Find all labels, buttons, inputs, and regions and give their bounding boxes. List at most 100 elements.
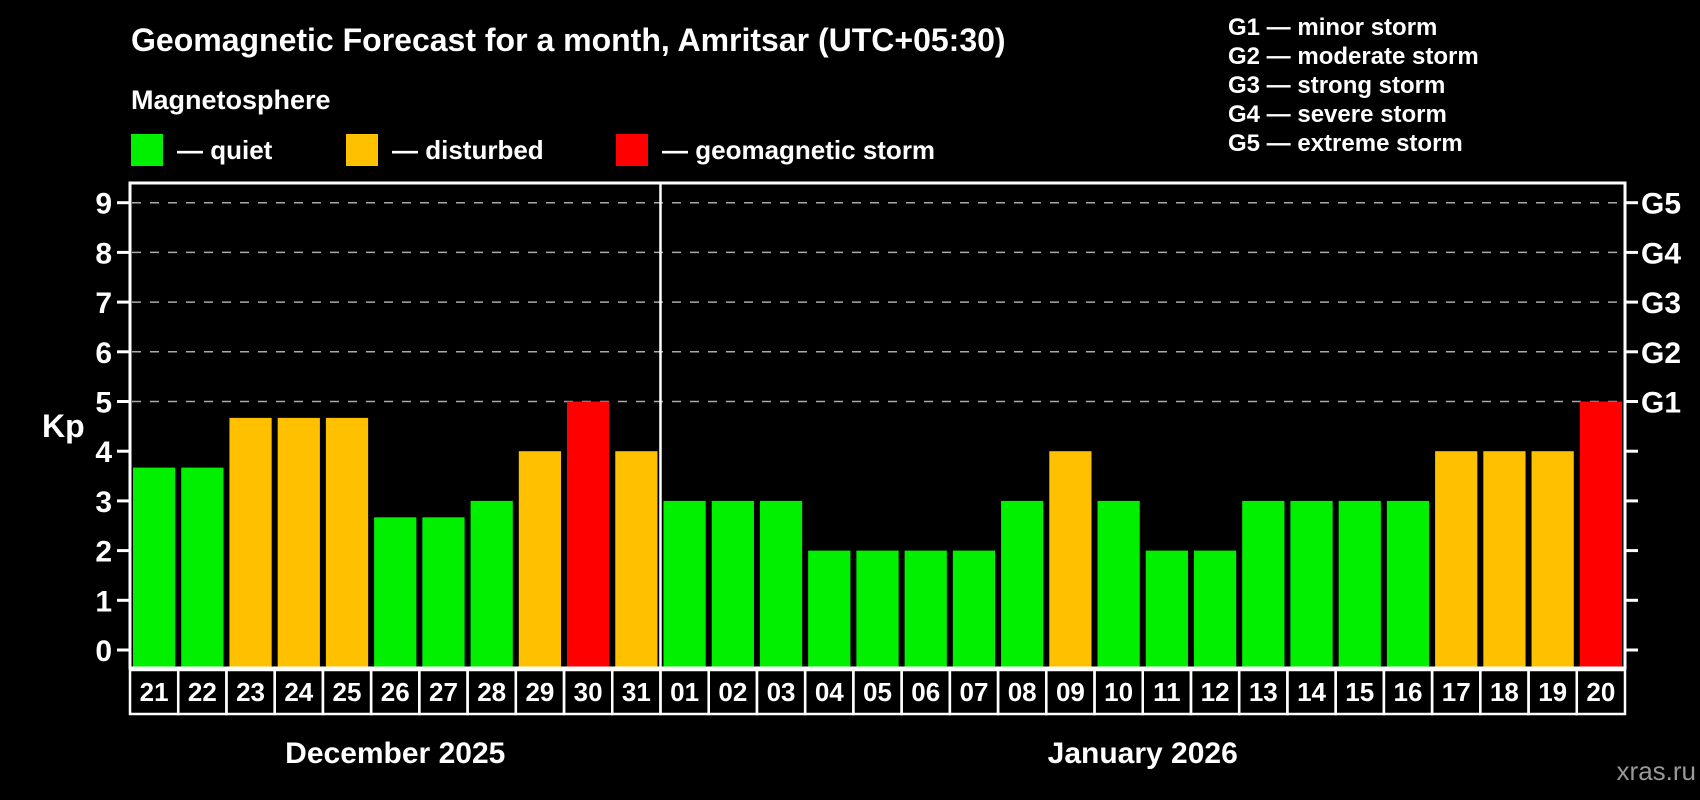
day-label-06: 06 <box>911 677 940 707</box>
legend-item-quiet: — quiet <box>131 134 272 166</box>
kp-bar-24 <box>277 417 320 668</box>
kp-bar-11 <box>1145 550 1188 668</box>
y-tick-label-5: 5 <box>95 387 112 420</box>
g-legend-item-g2: G2 — moderate storm <box>1228 43 1479 70</box>
day-label-08: 08 <box>1008 677 1037 707</box>
day-label-15: 15 <box>1345 677 1374 707</box>
y-tick-label-2: 2 <box>95 536 112 569</box>
kp-bar-16 <box>1386 500 1430 668</box>
legend-label-disturbed: — disturbed <box>392 135 544 165</box>
kp-bar-02 <box>711 500 754 668</box>
kp-bar-31 <box>615 451 658 668</box>
day-label-17: 17 <box>1442 677 1471 707</box>
day-label-16: 16 <box>1394 677 1423 707</box>
kp-bar-15 <box>1338 500 1381 668</box>
day-label-07: 07 <box>959 677 988 707</box>
y-tick-label-8: 8 <box>95 237 112 270</box>
kp-bar-01 <box>663 500 706 668</box>
day-label-18: 18 <box>1490 677 1519 707</box>
day-label-30: 30 <box>574 677 603 707</box>
kp-bar-13 <box>1242 500 1285 668</box>
y-tick-label-3: 3 <box>95 486 112 519</box>
kp-bar-27 <box>422 517 465 668</box>
day-label-27: 27 <box>429 677 458 707</box>
y-tick-label-6: 6 <box>95 337 112 370</box>
day-label-02: 02 <box>718 677 747 707</box>
g-legend-item-g4: G4 — severe storm <box>1228 101 1447 128</box>
day-label-09: 09 <box>1056 677 1085 707</box>
right-axis-label-G1: G1 <box>1641 387 1681 420</box>
kp-bar-22 <box>181 467 224 668</box>
kp-bar-29 <box>518 451 562 668</box>
kp-bar-08 <box>1001 500 1044 668</box>
day-label-29: 29 <box>525 677 554 707</box>
page-title: Geomagnetic Forecast for a month, Amrits… <box>131 22 1006 58</box>
y-tick-label-0: 0 <box>95 635 112 668</box>
kp-bar-18 <box>1483 451 1526 668</box>
day-label-22: 22 <box>188 677 217 707</box>
legend-item-disturbed: — disturbed <box>346 134 544 166</box>
kp-bar-06 <box>904 550 947 668</box>
day-label-01: 01 <box>670 677 699 707</box>
legend-label-storm: — geomagnetic storm <box>662 135 936 165</box>
disturbed-color-swatch <box>346 134 378 166</box>
kp-bar-23 <box>229 417 272 668</box>
plot-frame <box>128 181 1627 670</box>
g-legend-item-g3: G3 — strong storm <box>1228 72 1446 99</box>
y-axis-title: Kp <box>42 408 85 444</box>
day-label-03: 03 <box>767 677 796 707</box>
kp-bar-09 <box>1049 451 1092 668</box>
y-tick-label-7: 7 <box>95 287 112 320</box>
g-legend-item-g5: G5 — extreme storm <box>1228 130 1463 157</box>
magnetosphere-label: Magnetosphere <box>131 85 331 115</box>
kp-bar-12 <box>1193 550 1237 668</box>
day-label-13: 13 <box>1249 677 1278 707</box>
day-label-04: 04 <box>815 677 844 707</box>
right-axis-label-G3: G3 <box>1641 287 1681 320</box>
watermark: xras.ru <box>1616 756 1696 786</box>
kp-bar-20 <box>1579 401 1622 668</box>
kp-bar-10 <box>1097 500 1140 668</box>
day-label-25: 25 <box>333 677 362 707</box>
day-label-28: 28 <box>477 677 506 707</box>
kp-bar-26 <box>374 517 417 668</box>
day-label-19: 19 <box>1538 677 1567 707</box>
y-tick-label-9: 9 <box>95 188 112 221</box>
kp-bar-19 <box>1531 451 1574 668</box>
day-label-20: 20 <box>1586 677 1615 707</box>
kp-bar-03 <box>759 500 803 668</box>
right-axis-label-G2: G2 <box>1641 337 1681 370</box>
legend-label-quiet: — quiet <box>177 135 273 165</box>
month-label: January 2026 <box>1048 737 1238 770</box>
right-axis-label-G4: G4 <box>1641 237 1681 270</box>
day-label-23: 23 <box>236 677 265 707</box>
day-label-31: 31 <box>622 677 651 707</box>
kp-bar-30 <box>567 401 610 668</box>
right-axis-label-G5: G5 <box>1641 188 1681 221</box>
legend-item-storm: — geomagnetic storm <box>616 134 935 166</box>
storm-color-swatch <box>616 134 648 166</box>
day-label-14: 14 <box>1297 677 1326 707</box>
y-tick-label-1: 1 <box>95 585 112 618</box>
day-label-12: 12 <box>1201 677 1230 707</box>
g-legend-item-g1: G1 — minor storm <box>1228 14 1438 41</box>
day-label-05: 05 <box>863 677 892 707</box>
kp-bar-25 <box>325 417 369 668</box>
storm-scale-legend: G1 — minor storm G2 — moderate storm G3 … <box>1228 13 1479 158</box>
day-label-26: 26 <box>381 677 410 707</box>
kp-bar-17 <box>1435 451 1478 668</box>
quiet-color-swatch <box>131 134 163 166</box>
day-label-21: 21 <box>140 677 169 707</box>
kp-bar-05 <box>856 550 899 668</box>
kp-bar-28 <box>470 500 513 668</box>
kp-bar-21 <box>133 467 176 668</box>
y-tick-label-4: 4 <box>95 436 112 469</box>
kp-bar-14 <box>1290 500 1333 668</box>
day-label-10: 10 <box>1104 677 1133 707</box>
day-label-11: 11 <box>1153 677 1181 707</box>
day-cell-20 <box>1575 668 1627 716</box>
day-label-24: 24 <box>284 677 313 707</box>
kp-bar-07 <box>952 550 996 668</box>
